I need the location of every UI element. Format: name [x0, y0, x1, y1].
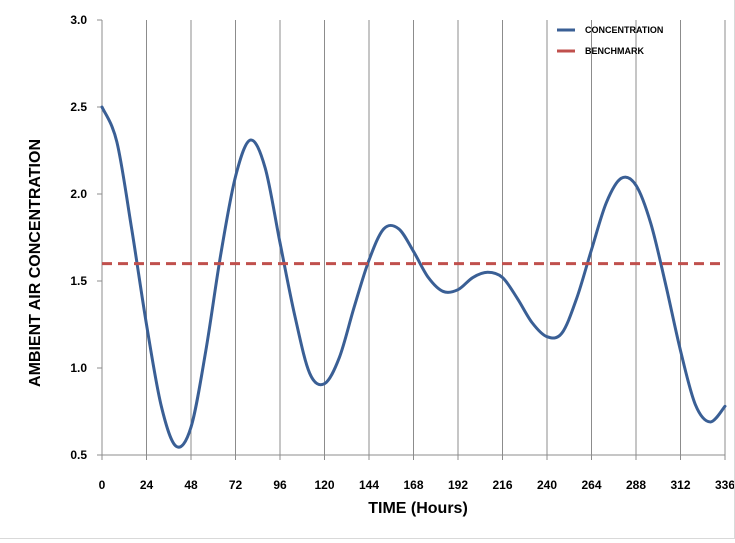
- y-axis-title: AMBIENT AIR CONCENTRATION: [27, 139, 44, 387]
- x-tick-label: 192: [448, 478, 468, 492]
- y-tick-label: 1.0: [70, 361, 87, 375]
- x-tick-label: 120: [314, 478, 334, 492]
- x-tick-label: 96: [273, 478, 287, 492]
- x-tick-label: 312: [670, 478, 690, 492]
- y-tick-label: 1.5: [70, 274, 87, 288]
- x-tick-label: 24: [140, 478, 154, 492]
- x-tick-label: 264: [581, 478, 601, 492]
- legend: CONCENTRATION BENCHMARK: [557, 25, 663, 56]
- legend-label-benchmark: BENCHMARK: [585, 46, 644, 56]
- y-tick-label: 2.5: [70, 100, 87, 114]
- x-tick-label: 240: [537, 478, 557, 492]
- x-tick-label: 216: [492, 478, 512, 492]
- tick-labels: 0.5 1.0 1.5 2.0 2.5 3.0 0 24 48 72 96 120 144 168 192 2…: [70, 13, 735, 492]
- x-tick-label: 168: [403, 478, 423, 492]
- x-tick-label: 144: [359, 478, 379, 492]
- series: [100, 105, 727, 449]
- y-tick-label: 0.5: [70, 448, 87, 462]
- x-tick-label: 336: [715, 478, 734, 492]
- y-tick-label: 3.0: [70, 13, 87, 27]
- x-tick-label: 288: [626, 478, 646, 492]
- x-axis-title: TIME (Hours): [368, 500, 468, 517]
- x-tick-label: 48: [184, 478, 198, 492]
- x-tick-label: 0: [99, 478, 106, 492]
- x-tick-label: 72: [229, 478, 243, 492]
- axes: [97, 19, 726, 460]
- legend-label-concentration: CONCENTRATION: [585, 25, 663, 35]
- y-tick-label: 2.0: [70, 187, 87, 201]
- series-line-concentration: [100, 105, 727, 449]
- grid-lines: [146, 20, 726, 455]
